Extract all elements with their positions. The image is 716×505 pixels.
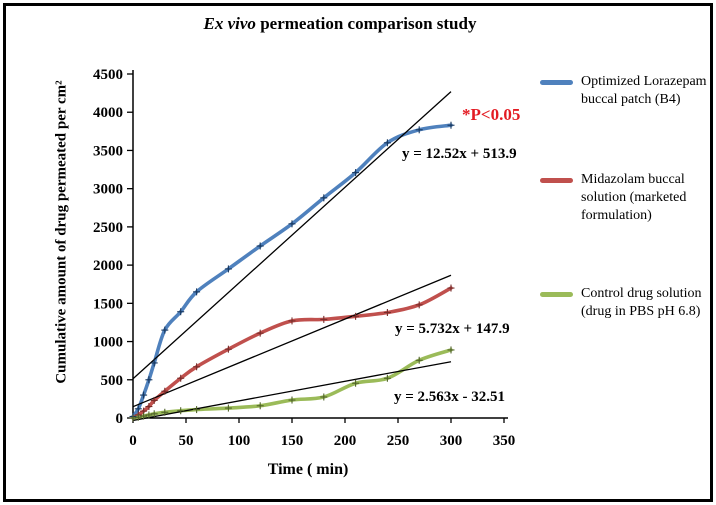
y-tick-label: 500 xyxy=(101,373,124,389)
x-tick-label: 150 xyxy=(281,433,304,449)
legend-swatch-blue xyxy=(540,80,573,85)
legend-label-lorazepam-patch: Optimized Lorazepam buccal patch (B4) xyxy=(581,74,707,107)
y-tick-label: 3000 xyxy=(93,182,123,198)
legend-item-lorazepam-patch: Optimized Lorazepam buccal patch (B4) xyxy=(540,73,714,109)
x-tick-label: 350 xyxy=(493,433,516,449)
x-tick-label: 250 xyxy=(387,433,410,449)
series-line-0 xyxy=(131,123,453,419)
trendline-equation-blue: y = 12.52x + 513.9 xyxy=(402,146,517,162)
legend-item-control-solution: Control drug solution (drug in PBS pH 6.… xyxy=(540,285,714,321)
y-axis-title: Cumulative amount of drug permeated per … xyxy=(53,80,70,384)
legend-label-control-solution: Control drug solution (drug in PBS pH 6.… xyxy=(581,286,702,319)
x-axis-title: Time ( min) xyxy=(267,461,349,478)
y-tick-label: 2500 xyxy=(93,220,123,236)
x-tick-label: 200 xyxy=(334,433,357,449)
x-tick-label: 0 xyxy=(129,433,137,449)
legend-item-midazolam-solution: Midazolam buccal solution (marketed form… xyxy=(540,171,714,225)
x-tick-label: 50 xyxy=(179,433,194,449)
legend-label-midazolam-solution: Midazolam buccal solution (marketed form… xyxy=(581,172,687,223)
chart-title-italic: Ex vivo xyxy=(203,14,256,33)
x-tick-label: 100 xyxy=(228,433,251,449)
series-line-2 xyxy=(131,348,453,420)
series-line-1 xyxy=(131,286,453,420)
significance-annotation: *P<0.05 xyxy=(462,105,521,124)
trendline-equation-green: y = 2.563x - 32.51 xyxy=(394,389,506,405)
y-tick-label: 2000 xyxy=(93,258,123,274)
y-tick-label: 1000 xyxy=(93,335,123,351)
trendline-0 xyxy=(132,91,452,380)
y-tick-label: 4500 xyxy=(93,67,123,83)
y-tick-label: 4000 xyxy=(93,105,123,121)
y-tick-label: 1500 xyxy=(93,296,123,312)
legend-swatch-green xyxy=(540,292,573,297)
trendline-2 xyxy=(132,361,452,422)
x-tick-label: 300 xyxy=(440,433,463,449)
chart-title-rest: permeation comparison study xyxy=(255,14,477,33)
legend-swatch-red xyxy=(540,178,573,183)
trendline-1 xyxy=(132,274,452,408)
y-tick-label: 3500 xyxy=(93,143,123,159)
trendline-equation-red: y = 5.732x + 147.9 xyxy=(395,321,510,337)
y-tick-label: 0 xyxy=(116,411,124,427)
chart-title: Ex vivo permeation comparison study xyxy=(60,14,620,34)
